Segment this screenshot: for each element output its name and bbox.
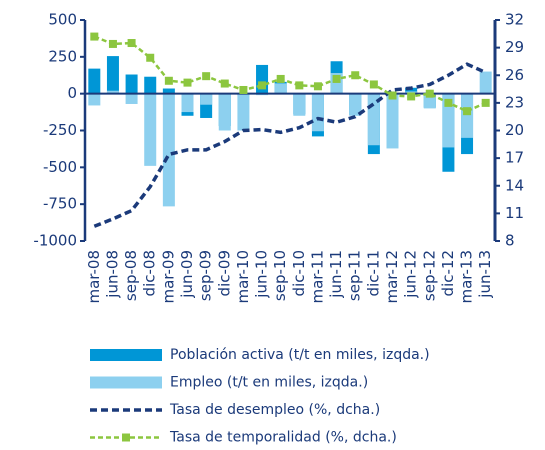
legend-swatch [90, 376, 162, 389]
x-tick-label: mar-11 [308, 250, 326, 304]
y-tick-label: 500 [48, 11, 77, 29]
bar [274, 83, 287, 94]
y2-tick-label: 8 [505, 232, 515, 250]
bar [293, 93, 306, 116]
x-tick-label: jun-12 [402, 250, 420, 299]
marker [481, 98, 490, 107]
x-tick-label: dic-11 [364, 250, 382, 296]
y-tick-label: -1000 [33, 232, 77, 250]
bar [88, 93, 101, 106]
marker [108, 39, 117, 48]
legend-label: Empleo (t/t en miles, izqda.) [170, 375, 368, 391]
x-tick-label: dic-12 [439, 250, 457, 296]
bar [106, 56, 119, 94]
marker [444, 98, 453, 107]
x-tick-label: sep-11 [346, 250, 364, 301]
y-tick-label: 0 [67, 84, 77, 102]
bar [162, 93, 175, 207]
marker [276, 74, 285, 83]
y2-tick-label: 20 [505, 121, 524, 139]
marker [313, 82, 322, 91]
bar [461, 93, 474, 138]
x-tick-label: mar-12 [383, 250, 401, 304]
marker [425, 89, 434, 98]
y-tick-label: -500 [43, 158, 77, 176]
bar [144, 93, 157, 166]
bar [125, 74, 138, 94]
marker [183, 78, 192, 87]
marker [90, 32, 99, 41]
legend-marker [122, 433, 130, 442]
bar [181, 93, 194, 113]
x-tick-label: jun-13 [476, 250, 494, 299]
y2-tick-label: 29 [505, 38, 524, 56]
x-tick-label: dic-08 [141, 250, 159, 296]
bar [237, 93, 250, 131]
y2-tick-label: 32 [505, 11, 524, 29]
line [93, 35, 487, 113]
x-tick-label: dic-09 [215, 250, 233, 296]
y2-tick-label: 23 [505, 93, 524, 111]
marker [332, 74, 341, 83]
bar [442, 93, 455, 148]
bar [88, 68, 101, 94]
bar [162, 88, 175, 94]
y2-tick-label: 17 [505, 149, 524, 167]
x-tick-label: sep-12 [420, 250, 438, 301]
x-tick-label: mar-08 [85, 250, 103, 304]
legend-swatch [90, 349, 162, 361]
marker [146, 53, 155, 62]
legend-label: Tasa de desempleo (%, dcha.) [169, 402, 380, 418]
marker [127, 39, 136, 48]
x-tick-label: dic-10 [290, 250, 308, 296]
legend-label: Población activa (t/t en miles, izqda.) [170, 347, 430, 363]
x-tick-label: sep-10 [271, 250, 289, 301]
y-tick-label: -250 [43, 121, 77, 139]
y-tick-label: -750 [43, 195, 77, 213]
marker [295, 81, 304, 90]
x-tick-label: sep-09 [197, 250, 215, 301]
bar [218, 93, 231, 131]
bar [405, 87, 418, 94]
marker [388, 91, 397, 100]
marker [202, 72, 211, 81]
x-tick-label: mar-10 [234, 250, 252, 304]
bar [125, 93, 138, 104]
bar [200, 93, 213, 105]
marker [164, 76, 173, 85]
y2-tick-label: 14 [505, 176, 524, 194]
x-tick-label: jun-11 [327, 250, 345, 299]
x-tick-label: mar-09 [159, 250, 177, 304]
legend-label: Tasa de temporalidad (%, dcha.) [169, 430, 397, 446]
x-tick-label: jun-10 [253, 250, 271, 299]
x-tick-label: jun-09 [178, 250, 196, 299]
y-tick-label: 250 [48, 47, 77, 65]
y2-tick-label: 11 [505, 204, 524, 222]
bar [144, 76, 157, 94]
bar [106, 90, 119, 94]
x-tick-label: mar-13 [458, 250, 476, 304]
x-tick-label: sep-08 [122, 250, 140, 301]
bar [479, 71, 492, 94]
x-tick-label: jun-08 [103, 250, 121, 299]
marker [351, 71, 360, 80]
line [93, 62, 487, 228]
marker [463, 107, 472, 116]
bar [311, 93, 324, 132]
marker [239, 85, 248, 94]
marker [220, 79, 229, 88]
marker [369, 80, 378, 89]
marker [258, 81, 267, 90]
bar [386, 93, 399, 149]
y2-tick-label: 26 [505, 66, 524, 84]
bar [349, 93, 362, 116]
marker [407, 92, 416, 101]
